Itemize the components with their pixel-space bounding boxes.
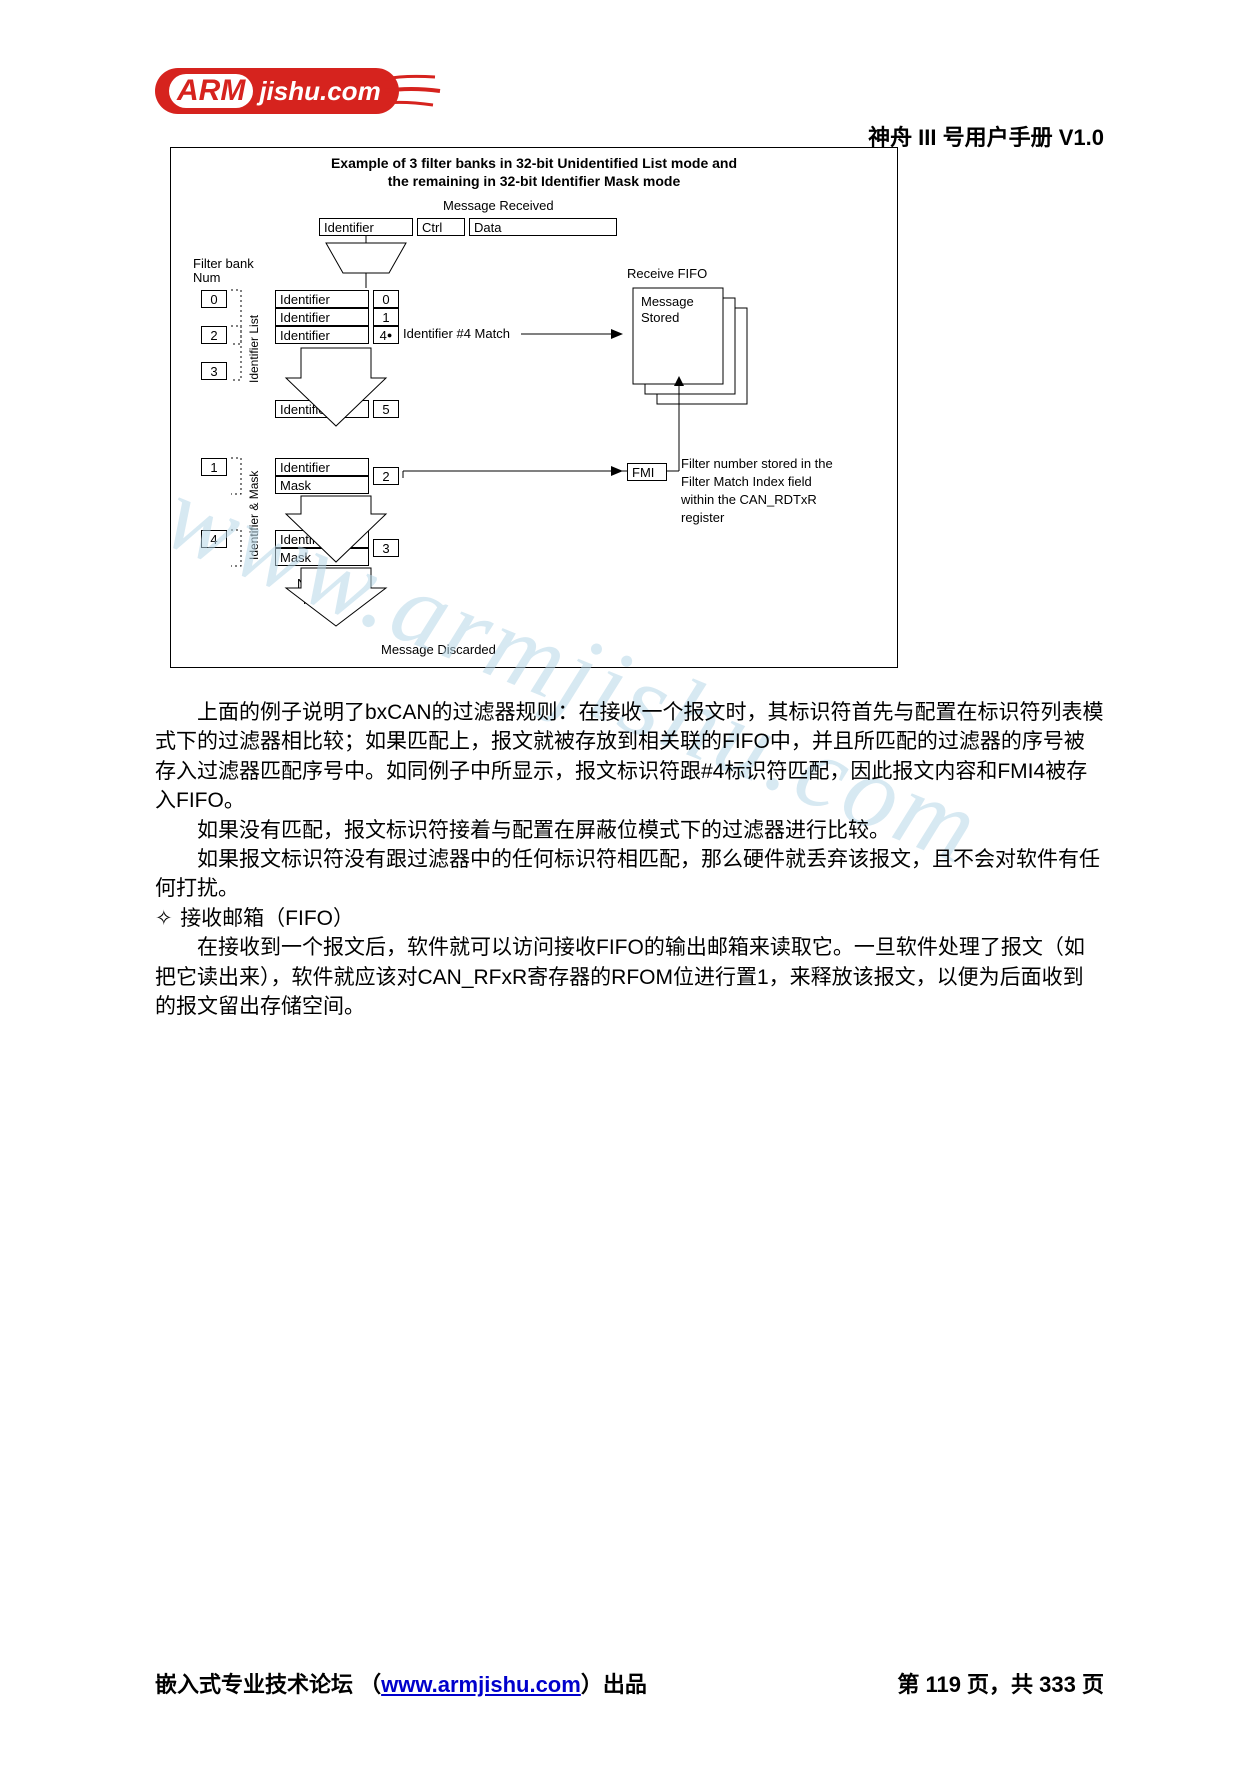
footer-right: 第 119 页，共 333 页: [897, 1667, 1104, 1699]
logo: ARM jishu.com: [155, 68, 399, 114]
page-title: 神舟 III 号用户手册 V1.0: [868, 120, 1104, 152]
paragraph-4: 在接收到一个报文后，软件就可以访问接收FIFO的输出邮箱来读取它。一旦软件处理了…: [155, 933, 1104, 1021]
fmi-desc1: Filter number stored in the: [681, 456, 833, 471]
footer-left: 嵌入式专业技术论坛 （www.armjishu.com）出品: [155, 1667, 647, 1699]
filter-diagram: Example of 3 filter banks in 32-bit Unid…: [170, 147, 898, 668]
footer-link[interactable]: www.armjishu.com: [381, 1672, 581, 1697]
message-stored-l1: Message: [641, 294, 694, 309]
message-stored-l2: Stored: [641, 310, 679, 325]
logo-arm: ARM: [169, 74, 253, 108]
diamond-icon: ✧: [155, 904, 180, 933]
paragraph-1: 上面的例子说明了bxCAN的过滤器规则：在接收一个报文时，其标识符首先与配置在标…: [155, 698, 1104, 816]
body-text: 上面的例子说明了bxCAN的过滤器规则：在接收一个报文时，其标识符首先与配置在标…: [155, 698, 1104, 1021]
paragraph-2: 如果没有匹配，报文标识符接着与配置在屏蔽位模式下的过滤器进行比较。: [155, 816, 1104, 845]
fmi-desc4: register: [681, 510, 724, 525]
message-discarded: Message Discarded: [381, 642, 496, 657]
fmi-desc3: within the CAN_RDTxR: [681, 492, 817, 507]
logo-streak-icon: [385, 71, 445, 111]
section-heading: ✧接收邮箱（FIFO）: [155, 904, 1104, 933]
logo-rest: jishu.com: [259, 76, 380, 107]
footer: 嵌入式专业技术论坛 （www.armjishu.com）出品 第 119 页，共…: [155, 1667, 1104, 1699]
fmi-box: FMI: [627, 463, 667, 481]
fmi-desc2: Filter Match Index field: [681, 474, 812, 489]
paragraph-3: 如果报文标识符没有跟过滤器中的任何标识符相匹配，那么硬件就丢弃该报文，且不会对软…: [155, 845, 1104, 904]
